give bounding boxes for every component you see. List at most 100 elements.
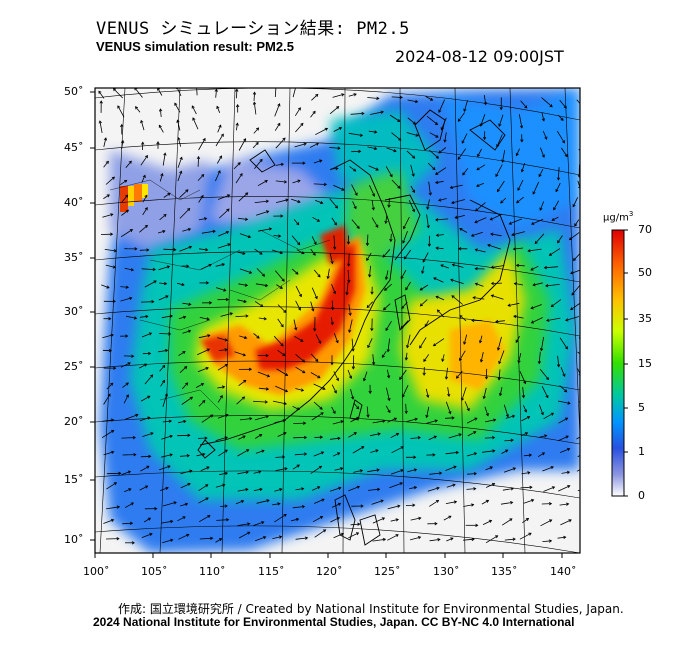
wind-vector-head xyxy=(516,200,520,204)
wind-vector xyxy=(216,519,229,521)
wind-vector-head xyxy=(244,335,248,340)
wind-vector xyxy=(178,351,186,356)
wind-vector-head xyxy=(551,486,556,490)
wind-vector xyxy=(561,471,570,474)
wind-vector xyxy=(451,199,466,204)
wind-vector xyxy=(311,412,324,421)
wind-vector xyxy=(101,430,114,439)
wind-vector-head xyxy=(525,518,530,522)
wind-vector-head xyxy=(188,245,193,249)
wind-vector-head xyxy=(167,465,171,469)
wind-vector-head xyxy=(317,486,321,490)
wind-vector xyxy=(422,252,429,263)
wind-vector xyxy=(215,538,222,543)
wind-vector-head xyxy=(521,395,526,399)
wind-vector xyxy=(480,114,486,127)
wind-vector xyxy=(381,350,387,358)
wind-vector xyxy=(235,500,244,505)
wind-vector-head xyxy=(210,536,214,541)
wind-vector xyxy=(448,433,462,439)
wind-vector xyxy=(467,431,476,437)
wind-vector xyxy=(294,336,304,342)
wind-vector xyxy=(466,417,478,424)
wind-vector-head xyxy=(562,140,565,144)
wind-vector xyxy=(272,503,280,506)
wind-vector-head xyxy=(244,217,249,221)
wind-vector-head xyxy=(383,307,387,311)
wind-vector-head xyxy=(548,252,553,256)
wind-vector xyxy=(311,287,318,299)
wind-vector-head xyxy=(205,484,209,488)
longitude-label: 140˚ xyxy=(550,565,577,578)
wind-vector xyxy=(386,147,397,152)
wind-vector xyxy=(557,114,564,121)
wind-vector-head xyxy=(266,374,271,378)
wind-vector xyxy=(410,164,415,177)
wind-vector xyxy=(295,353,305,363)
wind-vector xyxy=(543,412,554,420)
wind-vector-head xyxy=(581,354,584,356)
wind-vector-head xyxy=(280,162,285,167)
wind-vector xyxy=(560,367,566,377)
wind-vector-head xyxy=(562,373,566,378)
wind-vector-head xyxy=(283,309,287,313)
wind-vector-head xyxy=(263,536,267,540)
wind-vector xyxy=(408,200,415,212)
wind-vector-head xyxy=(399,482,404,486)
wind-vector-head xyxy=(545,376,550,381)
wind-vector-head xyxy=(458,433,462,437)
wind-vector-head xyxy=(565,435,569,439)
credit-text: 作成: 国立環境研究所 / Created by National Instit… xyxy=(118,602,624,616)
wind-vector xyxy=(385,215,388,224)
wind-vector xyxy=(239,418,252,421)
wind-vector-head xyxy=(375,167,379,171)
wind-vector-head xyxy=(133,316,138,320)
wind-vector-head xyxy=(488,519,493,523)
wind-vector-head xyxy=(512,247,516,251)
wind-vector xyxy=(366,301,374,308)
wind-vector xyxy=(429,500,439,507)
wind-vector xyxy=(179,366,187,373)
wind-vector-head xyxy=(524,105,528,109)
wind-vector-head xyxy=(277,502,281,506)
wind-vector-head xyxy=(353,93,357,97)
wind-vector xyxy=(582,418,595,421)
wind-vector xyxy=(523,405,527,413)
wind-vector xyxy=(445,501,457,504)
wind-vector-head xyxy=(450,278,454,282)
wind-vector xyxy=(451,295,463,305)
wind-vector-head xyxy=(530,267,534,271)
wind-vector-head xyxy=(166,265,171,269)
wind-vector xyxy=(419,337,427,349)
wind-vector-head xyxy=(441,358,445,362)
wind-vector xyxy=(333,184,345,191)
latitude-label: 25˚ xyxy=(64,360,84,373)
wind-vector-head xyxy=(118,471,122,476)
wind-vector xyxy=(420,299,428,307)
wind-vector xyxy=(293,319,297,330)
wind-vector xyxy=(491,295,504,300)
wind-vector xyxy=(497,180,505,192)
wind-vector-head xyxy=(377,432,381,436)
wind-vector-head xyxy=(505,414,509,418)
wind-vector-head xyxy=(242,435,246,439)
wind-vector xyxy=(391,179,401,189)
wind-vector xyxy=(197,156,199,167)
wind-vector xyxy=(331,317,333,325)
wind-vector-head xyxy=(550,466,554,470)
latitude-label: 40˚ xyxy=(64,196,84,209)
wind-vector-head xyxy=(330,362,334,366)
wind-vector-head xyxy=(112,265,117,269)
wind-vector xyxy=(333,235,336,250)
wind-vector-head xyxy=(399,376,403,381)
wind-vector xyxy=(291,268,299,275)
wind-vector xyxy=(313,401,323,410)
wind-vector xyxy=(559,448,570,453)
wind-vector-head xyxy=(436,486,440,490)
wind-vector xyxy=(314,529,326,538)
wind-vector xyxy=(312,216,320,222)
wind-vector xyxy=(491,265,505,268)
wind-vector-head xyxy=(400,469,404,473)
wind-vector xyxy=(215,263,225,267)
wind-vector-head xyxy=(433,435,438,439)
